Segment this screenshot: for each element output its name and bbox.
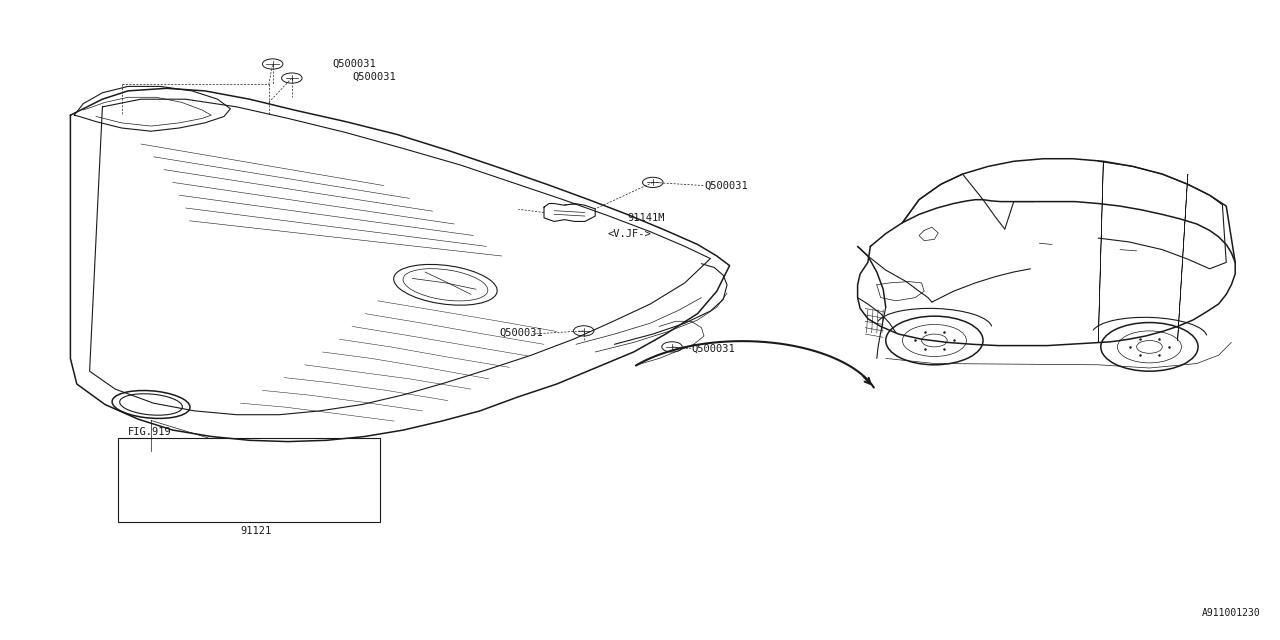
Text: Q500031: Q500031 bbox=[333, 59, 376, 69]
Text: A911001230: A911001230 bbox=[1202, 608, 1261, 618]
Text: Q500031: Q500031 bbox=[691, 344, 735, 354]
Text: <V.JF->: <V.JF-> bbox=[608, 228, 652, 239]
Text: 91121: 91121 bbox=[241, 526, 271, 536]
Text: 91141M: 91141M bbox=[627, 212, 664, 223]
Text: Q500031: Q500031 bbox=[704, 180, 748, 191]
Bar bbox=[118, 438, 380, 522]
Text: Q500031: Q500031 bbox=[352, 72, 396, 82]
Text: Q500031: Q500031 bbox=[499, 328, 543, 338]
Text: FIG.919: FIG.919 bbox=[128, 427, 172, 437]
